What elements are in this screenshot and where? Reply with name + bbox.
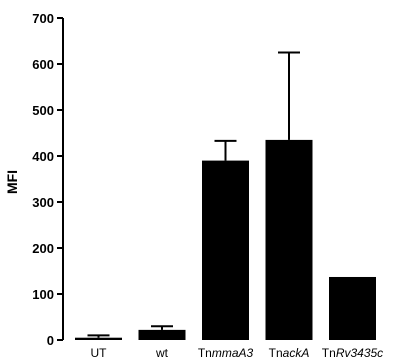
x-tick-label-gene: Rv3435c [336, 346, 383, 360]
y-tick-label: 300 [32, 195, 54, 210]
bar [265, 139, 313, 340]
x-tick-label-prefix: Tn [322, 346, 336, 360]
axes [57, 17, 64, 341]
x-tick-label-prefix: wt [155, 346, 169, 360]
bar [138, 329, 186, 340]
y-tick-label: 400 [32, 149, 54, 164]
x-tick-label: TnRv3435c [322, 346, 383, 360]
y-tick-label: 100 [32, 287, 54, 302]
x-tick-label-prefix: Tn [198, 346, 212, 360]
y-tick-label: 700 [32, 11, 54, 26]
y-tick-label: 0 [47, 333, 54, 348]
bar [75, 337, 122, 340]
y-tick-label: 200 [32, 241, 54, 256]
x-tick-label: TnackA [269, 346, 310, 360]
bar [202, 160, 249, 340]
x-tick-label: TnmmaA3 [198, 346, 254, 360]
x-tick-label: wt [155, 346, 169, 360]
x-tick-label-gene: ackA [283, 346, 310, 360]
x-tick-label-prefix: UT [91, 346, 108, 360]
x-tick-label-prefix: Tn [269, 346, 283, 360]
y-tick-label: 500 [32, 103, 54, 118]
bars [75, 51, 376, 340]
x-tick-label: UT [91, 346, 108, 360]
bar [329, 276, 376, 340]
x-tick-label-gene: mmaA3 [212, 346, 254, 360]
y-axis-title: MFI [4, 170, 20, 194]
y-tick-label: 600 [32, 57, 54, 72]
